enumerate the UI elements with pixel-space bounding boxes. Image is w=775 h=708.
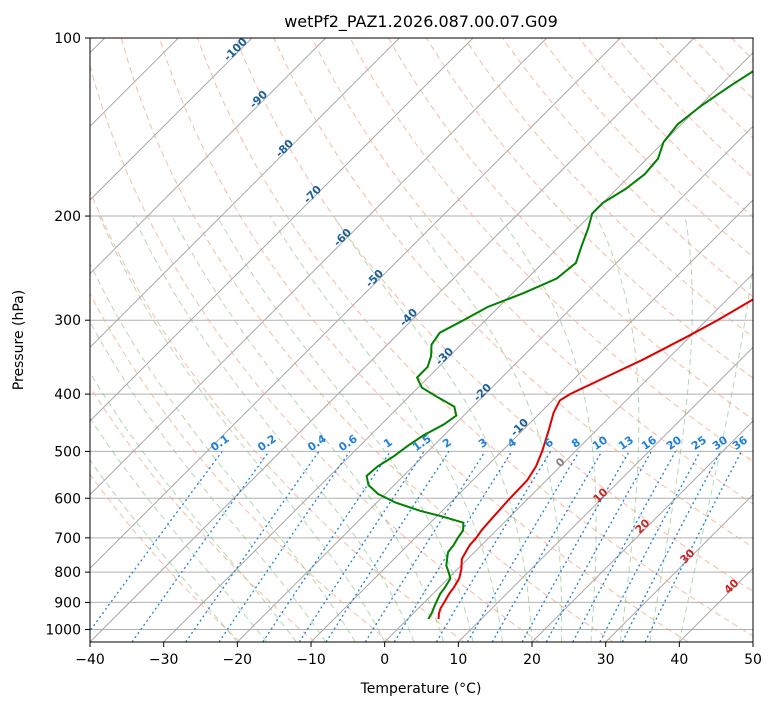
dry-adiabat-line [90,63,540,642]
chart-title: wetPf2_PAZ1.2026.087.00.07.G09 [284,12,558,32]
dry-adiabat-line [90,473,241,642]
dry-adiabat-line [197,38,753,637]
x-tick-label: 30 [597,652,615,668]
x-tick-label: 0 [380,652,389,668]
y-tick-label: 400 [54,387,81,403]
grid-layer [90,38,753,642]
moist-adiabat-line [90,459,238,642]
moist-adiabat-line [98,215,386,642]
y-tick-label: 300 [54,313,81,329]
y-tick-label: 200 [54,209,81,225]
mixing-ratio-line [491,451,603,642]
mixing-ratio-line [621,451,722,642]
x-tick-label: 20 [523,652,541,668]
mixing-ratio-line [599,451,701,642]
y-tick-label: 600 [54,491,81,507]
mixing-ratio-line [90,451,223,632]
x-tick-label: 40 [670,652,688,668]
isotherm-line [90,38,548,496]
dry-adiabat-line [502,38,753,298]
x-tick-label: −10 [296,652,326,668]
x-tick-label: 10 [449,652,467,668]
series-layer [365,70,753,620]
mixing-ratio-line [298,451,425,642]
isotherm-line [605,493,753,642]
isotherm-line [90,38,327,275]
isotherm-line [236,125,753,642]
dry-adiabat-line [90,292,390,642]
axes: −40 −30 −20 −10 0 10 20 30 40 50 100 200 300 400 500 60… [45,31,762,668]
isotherm-line [384,272,753,642]
dry-adiabat-line [464,38,753,338]
moist-adiabat-line [171,215,445,642]
mixing-ratio-line [131,451,270,642]
isotherm-line [90,38,400,349]
mixing-ratio-line [325,451,450,642]
dry-adiabat-line [90,189,465,642]
x-axis-label: Temperature (°C) [360,681,482,697]
y-tick-label: 500 [54,444,81,460]
mixing-ratio-line [545,451,652,642]
mixing-ratio-line [364,451,486,642]
isotherm-line [90,38,474,422]
moist-adiabat-line [90,262,356,642]
isotherm-line [90,38,253,201]
moist-adiabat-line [216,215,474,642]
moist-adiabat-line [408,215,563,642]
x-tick-label: −40 [75,652,105,668]
dry-adiabat-line [120,38,614,642]
moist-adiabat-line [498,215,597,642]
dry-adiabat-line [273,38,753,548]
y-tick-label: 1000 [45,622,81,638]
dry-adiabat-line [90,385,316,642]
isotherm-line [90,38,695,642]
moist-adiabat-line [132,215,415,642]
y-tick-label: 700 [54,531,81,547]
y-axis-label: Pressure (hPa) [11,290,27,390]
mixing-ratio-line [521,451,630,642]
dry-adiabat-line [158,38,689,642]
plot-frame [89,37,754,643]
dry-adiabat-line [387,38,753,421]
dry-adiabat-line [235,38,753,592]
x-tick-label: −30 [149,652,179,668]
mixing-ratio-line [644,451,743,642]
dewpoint-line [365,70,753,620]
dry-adiabat-line [349,38,753,463]
dry-adiabat-line [425,38,753,379]
y-tick-label: 100 [54,31,81,47]
temperature-line [437,298,753,620]
moist-adiabat-line [90,371,297,642]
moist-adiabat-line [595,215,640,642]
isotherm-line [90,38,621,570]
isotherm-line [531,420,753,642]
moist-adiabat-line [269,215,503,642]
isotherm-line [457,346,753,642]
background-lines [90,38,753,642]
mixing-ratio-line [572,451,677,642]
mixing-ratio-line [435,451,552,642]
moist-adiabat-line [678,261,753,642]
moist-adiabat-line [332,215,533,642]
moist-adiabat-line [90,417,268,642]
mixing-ratio-line [393,451,513,642]
dry-adiabat-line [311,38,753,505]
x-tick-label: 50 [744,652,762,668]
y-tick-label: 900 [54,595,81,611]
mixing-ratio-line [466,451,580,642]
y-tick-label: 800 [54,565,81,581]
x-tick-label: −20 [223,652,253,668]
moist-adiabat-line [90,320,327,642]
isotherm-line [310,199,753,642]
moist-adiabat-line [649,215,693,642]
